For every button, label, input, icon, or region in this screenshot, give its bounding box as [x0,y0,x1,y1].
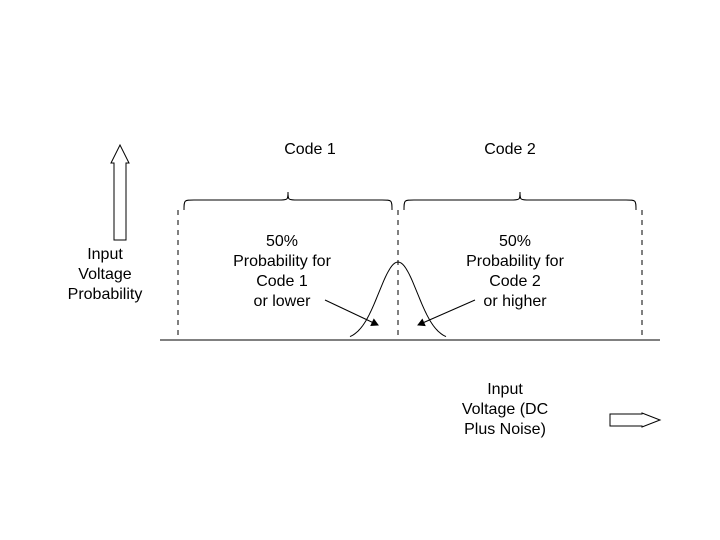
code2-label: Code 2 [450,140,570,160]
x-axis-arrow-icon [610,413,660,427]
prob1-label: 50%Probability forCode 1or lower [192,232,372,312]
code1-label: Code 1 [250,140,370,160]
y-axis-label: InputVoltageProbability [40,245,170,305]
y-axis-arrow-icon [111,145,129,240]
code2-bracket [404,192,636,210]
x-axis-label: InputVoltage (DCPlus Noise) [420,380,590,440]
diagram-stage: Code 1 Code 2 InputVoltageProbability 50… [0,0,720,540]
prob2-label: 50%Probability forCode 2or higher [420,232,610,312]
code1-bracket [184,192,392,210]
